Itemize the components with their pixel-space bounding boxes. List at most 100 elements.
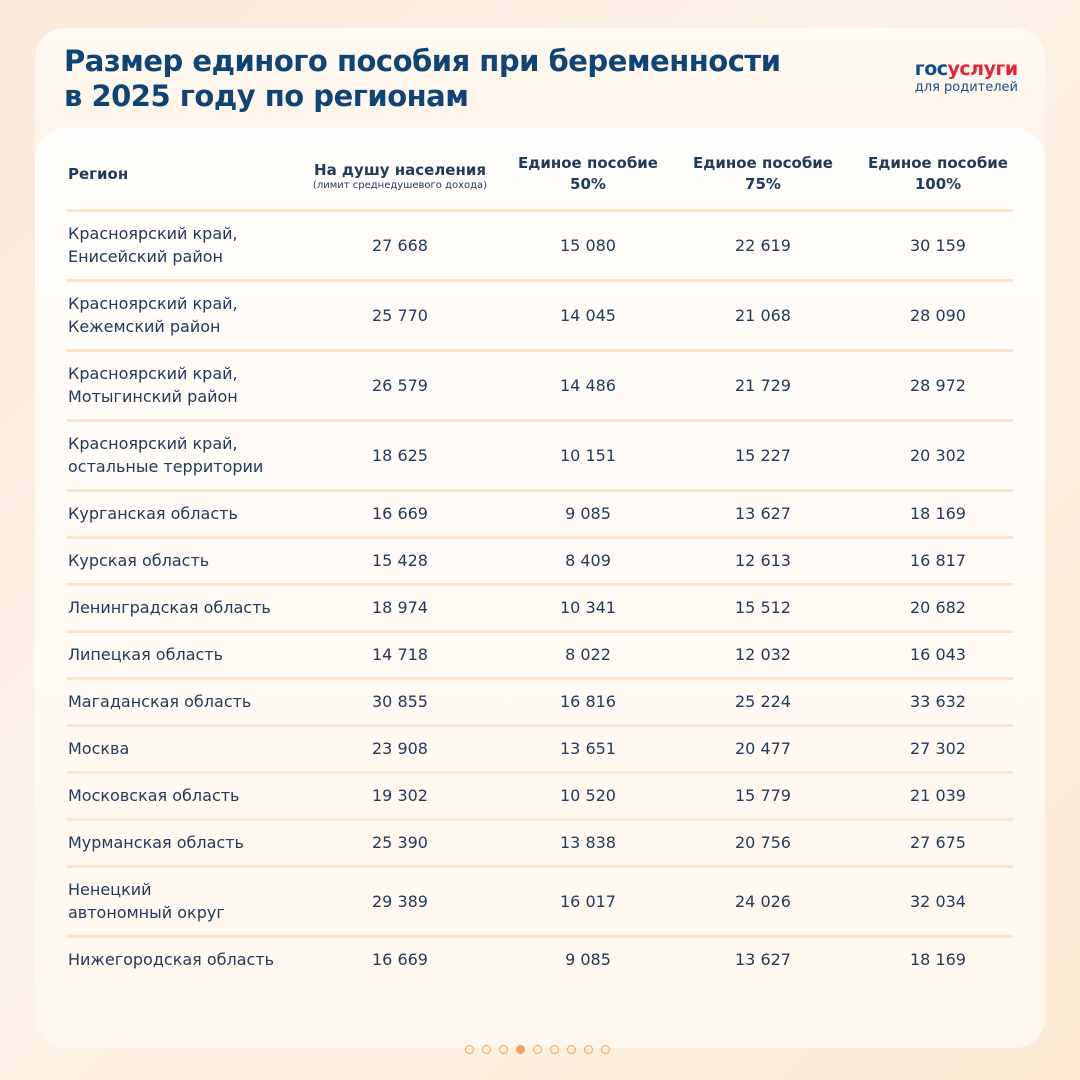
column-header: На душу населения [314,160,486,179]
title: Размер единого пособия при беременности … [64,44,781,114]
value-cell: 27 668 [372,235,428,255]
region-name: Красноярский край, [68,294,238,313]
row-divider [67,489,1013,492]
value-cell: 27 302 [910,739,966,758]
dot [550,1045,559,1054]
value-cell: 19 302 [372,786,428,805]
column-header: 75% [745,175,781,193]
region-name: Красноярский край, [68,434,238,453]
value-cell: 26 579 [372,375,428,395]
row-divider [67,935,1013,938]
value-cell: 18 169 [910,504,966,523]
region-name: Курская область [68,551,210,570]
value-cell: 14 718 [372,645,428,664]
value-cell: 8 409 [565,551,611,570]
dot [482,1045,491,1054]
dot [533,1045,542,1054]
value-cell: 15 428 [372,551,428,570]
value-cell: 20 682 [910,598,966,617]
dot [465,1045,474,1054]
column-header: Регион [68,164,129,183]
value-cell: 18 169 [910,950,966,969]
value-cell: 13 651 [560,739,616,758]
region-name: Курганская область [68,504,238,523]
value-cell: 25 390 [372,833,428,852]
value-cell: 27 675 [910,833,966,852]
value-cell: 16 817 [910,551,966,570]
region-name: Липецкая область [68,645,224,664]
value-cell: 32 034 [910,891,966,911]
value-cell: 29 389 [372,891,428,911]
column-header: 50% [570,175,606,193]
region-name: Магаданская область [68,692,252,711]
dot [499,1045,508,1054]
value-cell: 15 512 [735,598,791,617]
value-cell: 18 974 [372,598,428,617]
region-name: Мурманская область [68,833,244,852]
value-cell: 30 159 [910,235,966,255]
row-divider [67,536,1013,539]
region-name: автономный округ [68,903,225,922]
logo-subtitle: для родителей [914,80,1018,95]
dot [601,1045,610,1054]
value-cell: 23 908 [372,739,428,758]
value-cell: 25 770 [372,305,428,325]
row-divider [67,865,1013,868]
logo-part: услуги [947,58,1019,80]
value-cell: 16 816 [560,692,616,711]
value-cell: 25 224 [735,692,791,711]
value-cell: 13 627 [735,950,791,969]
region-name: Ненецкий [68,880,152,899]
row-divider [67,419,1013,422]
pagination [465,1045,610,1054]
row-divider [67,279,1013,282]
dot [516,1045,525,1054]
dot [567,1045,576,1054]
value-cell: 10 151 [560,445,616,465]
column-header: Единое пособие [868,154,1008,172]
value-cell: 12 032 [735,645,791,664]
value-cell: 20 302 [910,445,966,465]
row-divider [67,771,1013,774]
region-name: Красноярский край, [68,364,238,383]
value-cell: 16 669 [372,504,428,523]
value-cell: 22 619 [735,235,791,255]
value-cell: 8 022 [565,645,611,664]
title-line: в 2025 году по регионам [64,79,469,113]
region-name: Мотыгинский район [68,387,238,406]
value-cell: 21 068 [735,305,791,325]
row-divider [67,209,1013,212]
value-cell: 13 627 [735,504,791,523]
value-cell: 15 779 [735,786,791,805]
value-cell: 15 227 [735,445,791,465]
row-divider [67,677,1013,680]
logo-brand: госуслуги [915,58,1018,80]
value-cell: 16 669 [372,950,428,969]
value-cell: 33 632 [910,692,966,711]
value-cell: 9 085 [565,950,611,969]
value-cell: 10 341 [560,598,616,617]
region-name: Ленинградская область [68,598,271,617]
value-cell: 21 039 [910,786,966,805]
value-cell: 20 477 [735,739,791,758]
row-divider [67,630,1013,633]
title-line: Размер единого пособия при беременности [64,44,781,78]
value-cell: 24 026 [735,891,791,911]
value-cell: 28 972 [910,375,966,395]
logo: госуслуги для родителей [915,58,1018,95]
value-cell: 21 729 [735,375,791,395]
value-cell: 16 043 [910,645,966,664]
value-cell: 13 838 [560,833,616,852]
region-name: Енисейский район [68,247,223,266]
value-cell: 16 017 [560,891,616,911]
logo-part: гос [914,58,948,80]
value-cell: 15 080 [560,235,616,255]
region-name: Московская область [68,786,240,805]
region-name: остальные территории [68,457,264,476]
value-cell: 30 855 [372,692,428,711]
region-name: Нижегородская область [68,950,275,969]
region-name: Москва [68,739,130,758]
column-header: Единое пособие [693,154,833,172]
value-cell: 28 090 [910,305,966,325]
